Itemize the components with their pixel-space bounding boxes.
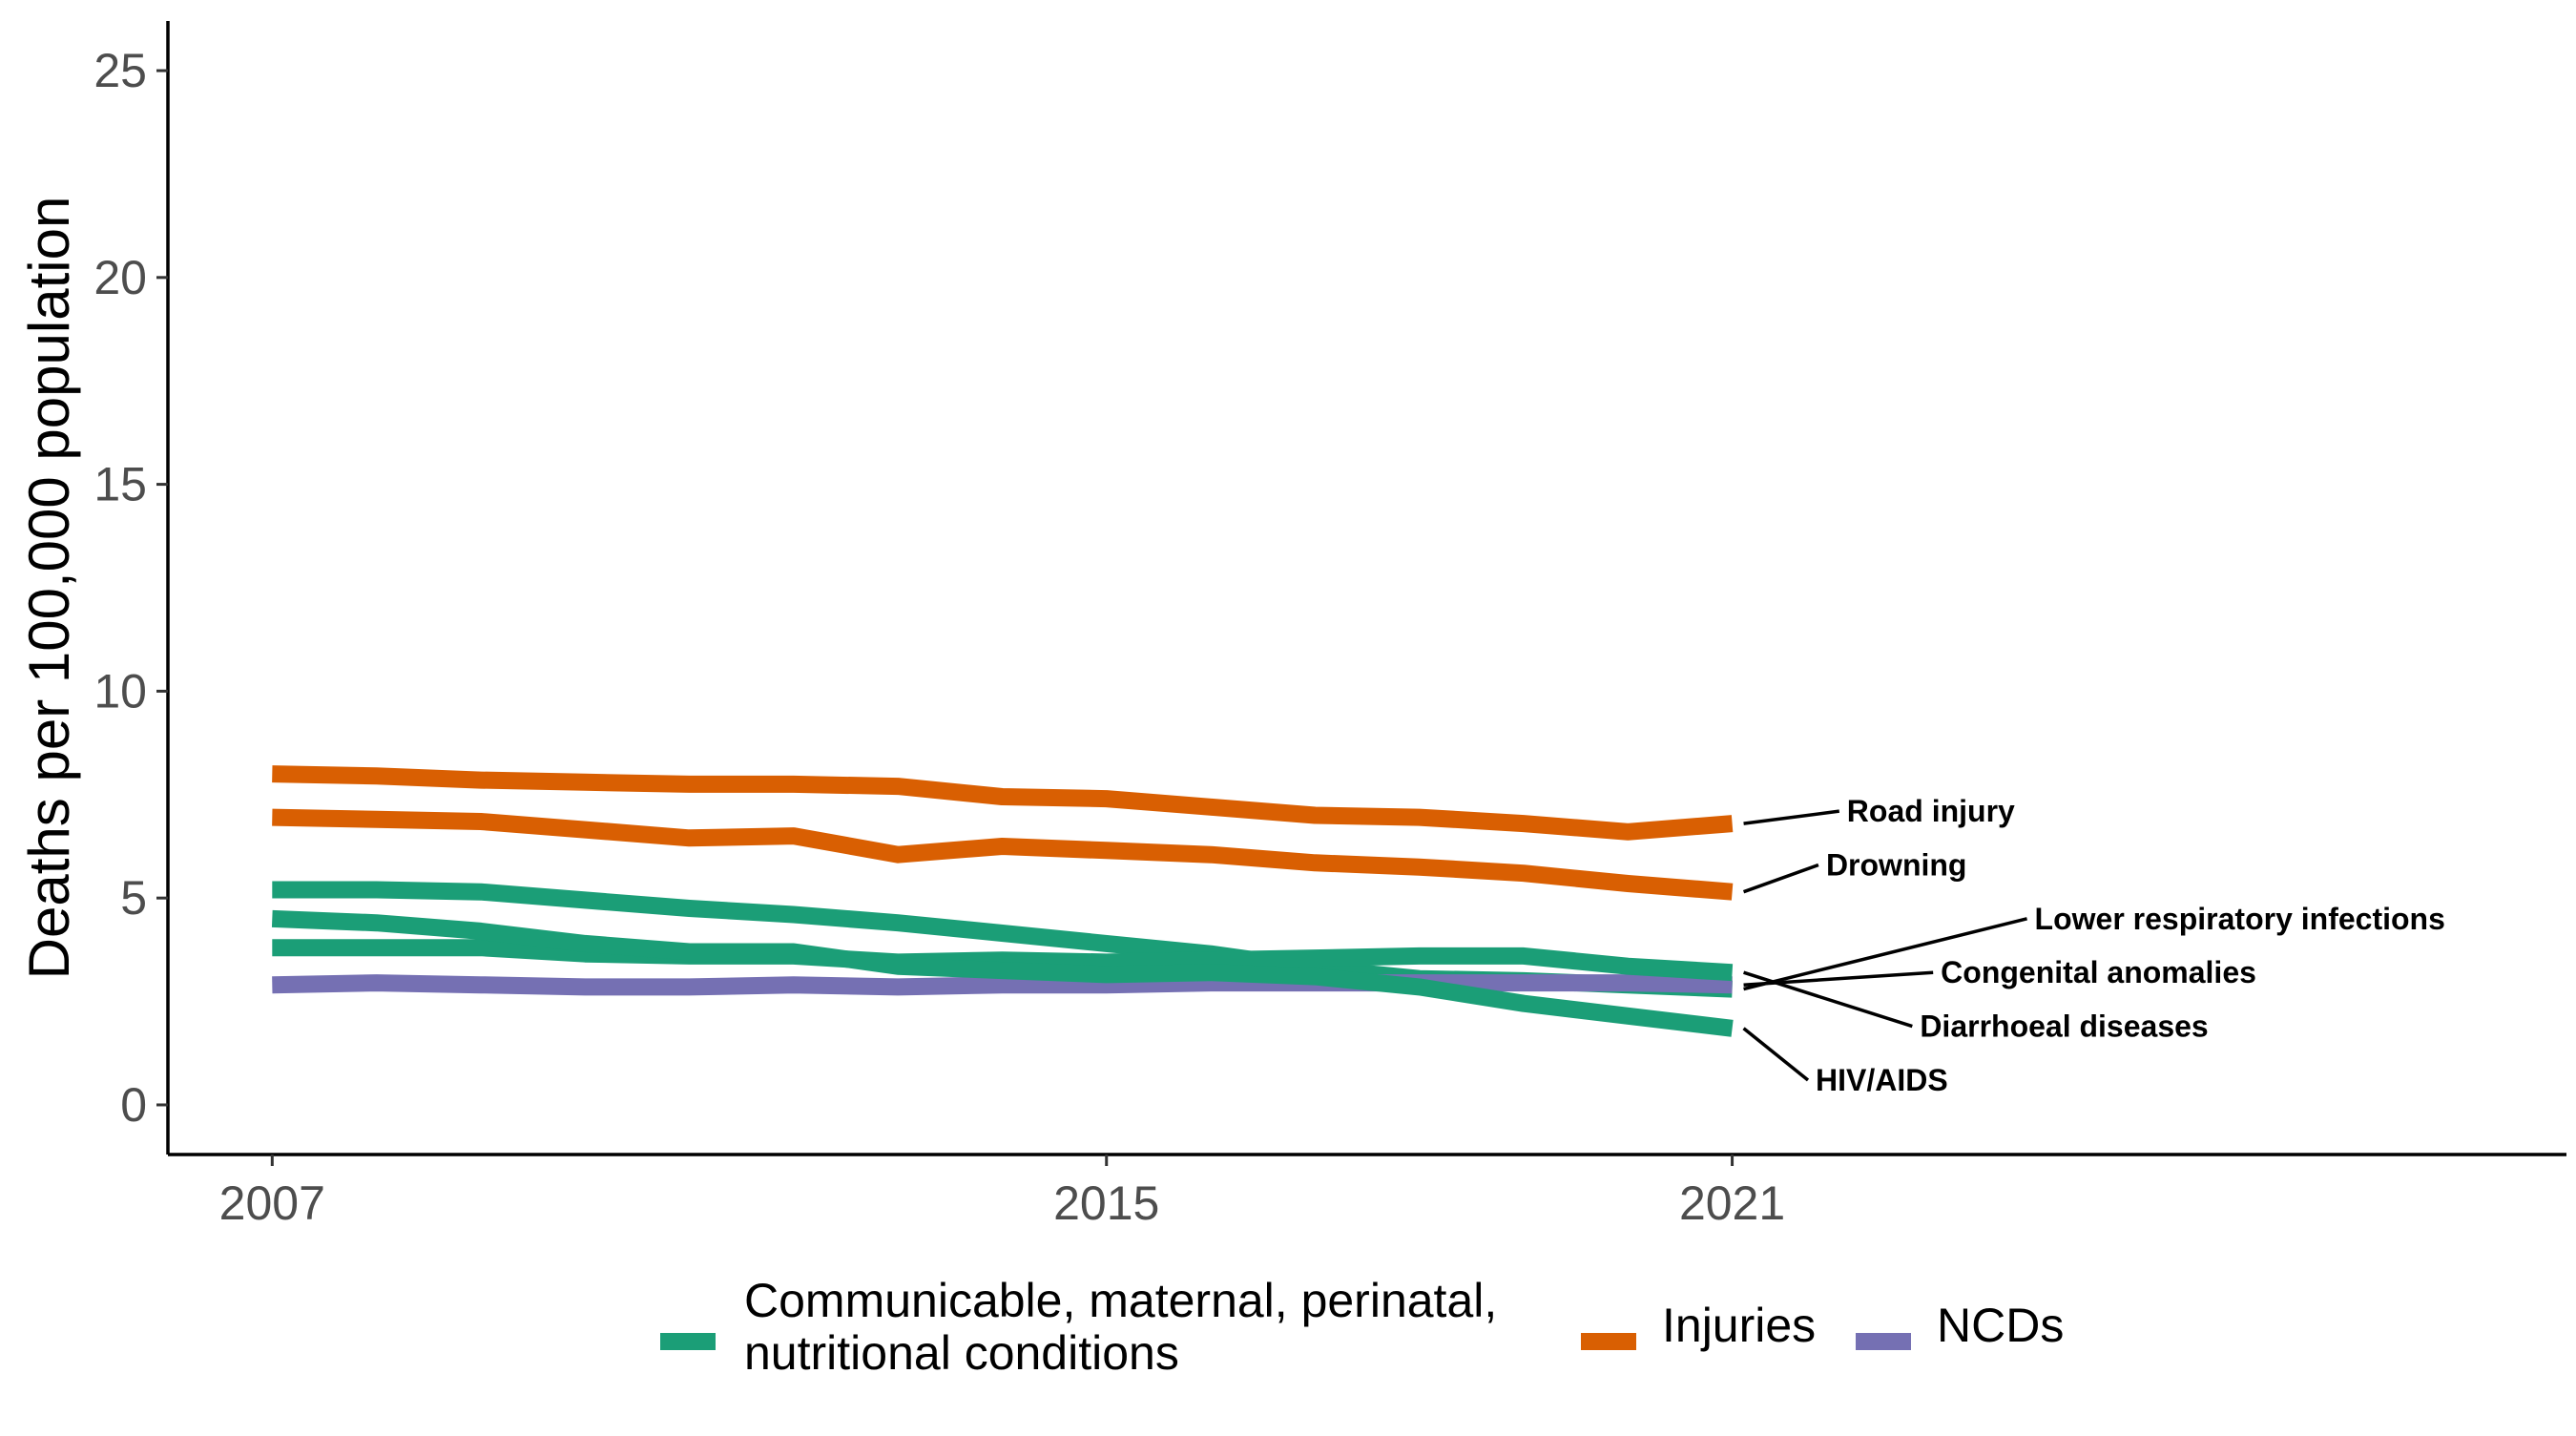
x-tick-label-2021: 2021 bbox=[1679, 1176, 1785, 1230]
line-label-lower-respiratory-infections: Lower respiratory infections bbox=[2035, 902, 2445, 936]
series-line-road-injury bbox=[272, 765, 1734, 841]
lines-layer bbox=[271, 765, 1734, 1037]
series-line-drowning bbox=[272, 808, 1734, 901]
y-tick-label-15: 15 bbox=[93, 458, 147, 511]
labels-layer: Road injury Drowning Lower respiratory inf… bbox=[1742, 794, 2445, 1097]
y-tick-label-0: 0 bbox=[120, 1078, 147, 1132]
y-tick-label-5: 5 bbox=[120, 871, 147, 925]
line-label-road-injury: Road injury bbox=[1847, 794, 2015, 828]
line-label-hiv-aids: HIV/AIDS bbox=[1816, 1063, 1948, 1097]
series-line-congenital-anomalies bbox=[272, 974, 1733, 996]
x-tick-label-2015: 2015 bbox=[1053, 1176, 1159, 1230]
line-label-diarrhoeal-diseases: Diarrhoeal diseases bbox=[1920, 1009, 2208, 1044]
y-tick-label-20: 20 bbox=[93, 251, 147, 304]
leader-line-diarrhoeal-diseases bbox=[1743, 970, 1913, 1029]
line-label-congenital-anomalies: Congenital anomalies bbox=[1941, 955, 2256, 989]
legend-label-injuries: Injuries bbox=[1662, 1299, 1816, 1352]
series-line-hiv-aids bbox=[271, 909, 1734, 1037]
x-tick-label-2007: 2007 bbox=[219, 1176, 325, 1230]
y-axis-title: Deaths per 100,000 population bbox=[17, 197, 81, 980]
series-line-diarrhoeal-diseases bbox=[272, 939, 1734, 982]
leader-line-lower-respiratory-infections bbox=[1743, 917, 2027, 991]
legend: Communicable, maternal, perinatal,nutrit… bbox=[660, 1274, 2064, 1380]
y-tick-label-25: 25 bbox=[93, 44, 147, 97]
leader-line-drowning bbox=[1742, 863, 1819, 894]
leader-line-road-injury bbox=[1743, 809, 1840, 825]
legend-label-ncds: NCDs bbox=[1937, 1299, 2064, 1352]
y-tick-label-10: 10 bbox=[93, 664, 147, 718]
legend-label-communicable: Communicable, maternal, perinatal, bbox=[744, 1274, 1497, 1327]
leader-line-hiv-aids bbox=[1742, 1027, 1810, 1082]
axes-layer: Deaths per 100,000 population bbox=[17, 21, 2566, 1156]
ticks-layer: 0 5 10 15 20 25 2007 2015 2021 bbox=[93, 44, 1785, 1230]
legend-label-communicable-line2: nutritional conditions bbox=[744, 1326, 1179, 1380]
line-label-drowning: Drowning bbox=[1826, 847, 1967, 882]
